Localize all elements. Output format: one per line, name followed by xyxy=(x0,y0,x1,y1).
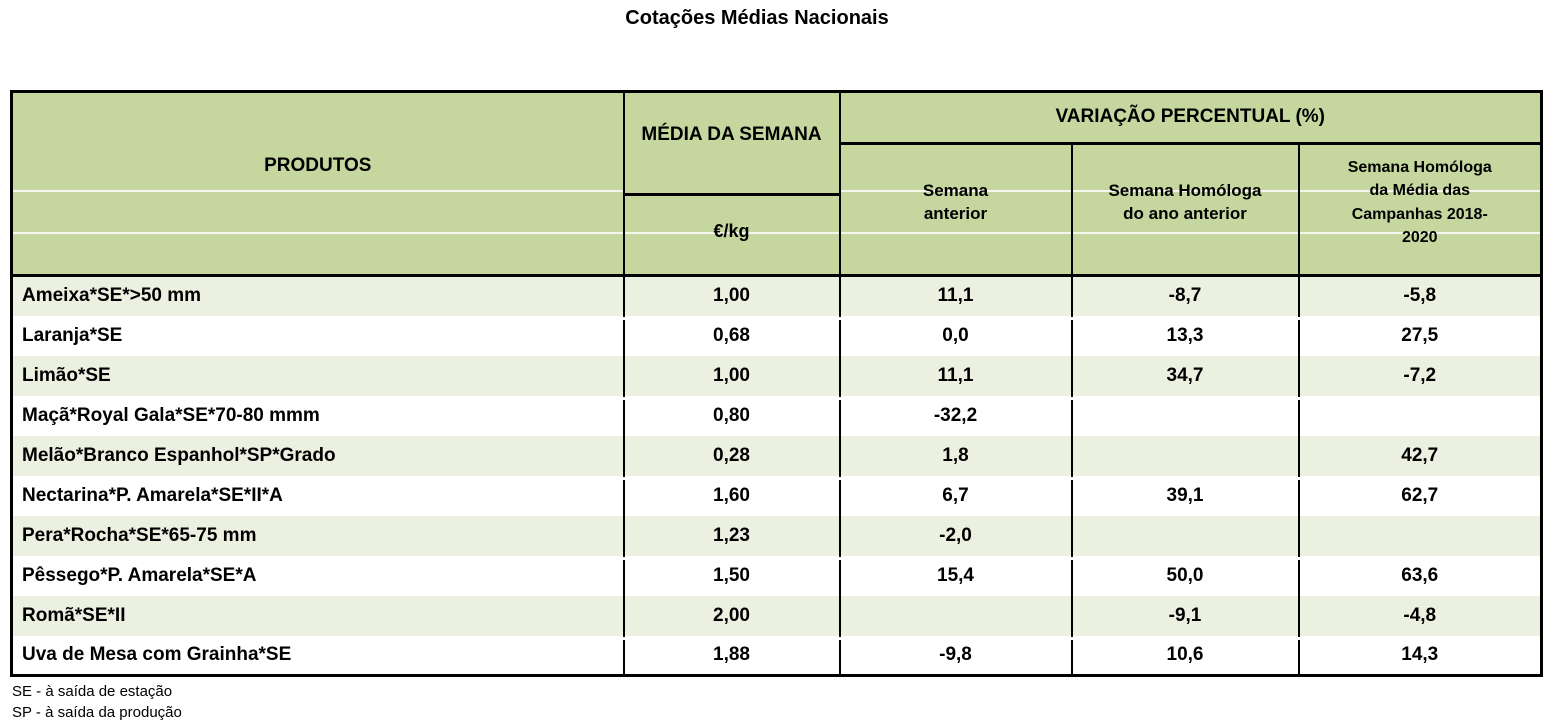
cell-homologa-campanhas: -5,8 xyxy=(1297,274,1542,316)
row-separator-line xyxy=(13,637,1537,640)
cell-homologa-ano: -9,1 xyxy=(1070,595,1299,636)
cell-media-semana: 1,60 xyxy=(622,475,840,516)
cell-homologa-campanhas: 42,7 xyxy=(1297,435,1542,476)
table-row: Pêssego*P. Amarela*SE*A 1,50 15,4 50,0 63,6 xyxy=(11,555,1542,596)
row-separator-line xyxy=(13,317,1537,320)
column-header-semana-homologa-ano-anterior: Semana Homóloga do ano anterior xyxy=(1070,143,1299,276)
cell-homologa-campanhas: 14,3 xyxy=(1297,635,1542,676)
cell-homologa-campanhas: 63,6 xyxy=(1297,555,1542,596)
column-header-semana-anterior: Semana anterior xyxy=(838,143,1072,276)
table-row: Uva de Mesa com Grainha*SE 1,88 -9,8 10,6 14… xyxy=(11,635,1542,676)
cell-semana-anterior xyxy=(838,595,1072,636)
cell-media-semana: 1,00 xyxy=(622,274,840,316)
cell-homologa-campanhas xyxy=(1297,395,1542,436)
cell-semana-anterior: 11,1 xyxy=(838,355,1072,396)
row-separator-line xyxy=(13,557,1537,560)
cell-produto: Melão*Branco Espanhol*SP*Grado xyxy=(11,435,624,476)
cell-semana-anterior: -32,2 xyxy=(838,395,1072,436)
cell-produto: Uva de Mesa com Grainha*SE xyxy=(11,635,624,676)
cell-semana-anterior: 0,0 xyxy=(838,315,1072,356)
cell-semana-anterior: 6,7 xyxy=(838,475,1072,516)
table-row: Nectarina*P. Amarela*SE*II*A 1,60 6,7 39,1 6… xyxy=(11,475,1542,516)
table-row: Limão*SE 1,00 11,1 34,7 -7,2 xyxy=(11,355,1542,396)
page-title: Cotações Médias Nacionais xyxy=(625,7,889,29)
quotations-table: PRODUTOS MÉDIA DA SEMANA VARIAÇÃO PERCEN… xyxy=(10,90,1544,677)
footnotes: SE - à saída de estação SP - à saída da … xyxy=(12,681,182,723)
cell-media-semana: 0,68 xyxy=(622,315,840,356)
cell-media-semana: 1,50 xyxy=(622,555,840,596)
column-header-semana-homologa-campanhas: Semana Homóloga da Média das Campanhas 2… xyxy=(1297,143,1542,276)
cell-semana-anterior: 1,8 xyxy=(838,435,1072,476)
cell-media-semana: 1,00 xyxy=(622,355,840,396)
cell-homologa-ano xyxy=(1070,395,1299,436)
cell-produto: Pêssego*P. Amarela*SE*A xyxy=(11,555,624,596)
cell-homologa-campanhas: -7,2 xyxy=(1297,355,1542,396)
row-separator-line xyxy=(13,477,1537,480)
footnote-sp: SP - à saída da produção xyxy=(12,704,182,721)
cell-homologa-campanhas: -4,8 xyxy=(1297,595,1542,636)
cell-semana-anterior: -9,8 xyxy=(838,635,1072,676)
row-separator-line xyxy=(13,397,1537,400)
cell-media-semana: 2,00 xyxy=(622,595,840,636)
cell-produto: Laranja*SE xyxy=(11,315,624,356)
cell-media-semana: 0,28 xyxy=(622,435,840,476)
cell-media-semana: 0,80 xyxy=(622,395,840,436)
cell-homologa-ano: 13,3 xyxy=(1070,315,1299,356)
table-row: Laranja*SE 0,68 0,0 13,3 27,5 xyxy=(11,315,1542,356)
cell-produto: Pera*Rocha*SE*65-75 mm xyxy=(11,515,624,556)
cell-homologa-ano xyxy=(1070,435,1299,476)
quotations-table-wrap: PRODUTOS MÉDIA DA SEMANA VARIAÇÃO PERCEN… xyxy=(10,90,1544,677)
table-row: Ameixa*SE*>50 mm 1,00 11,1 -8,7 -5,8 xyxy=(11,274,1542,316)
cell-homologa-campanhas xyxy=(1297,515,1542,556)
cell-semana-anterior: 11,1 xyxy=(838,274,1072,316)
column-header-media-da-semana: MÉDIA DA SEMANA xyxy=(622,91,840,196)
cell-produto: Ameixa*SE*>50 mm xyxy=(11,274,624,316)
column-header-unit-eur-kg: €/kg xyxy=(622,194,840,276)
cell-produto: Maçã*Royal Gala*SE*70-80 mmm xyxy=(11,395,624,436)
cell-produto: Nectarina*P. Amarela*SE*II*A xyxy=(11,475,624,516)
cell-produto: Romã*SE*II xyxy=(11,595,624,636)
cell-homologa-ano: 39,1 xyxy=(1070,475,1299,516)
cell-media-semana: 1,88 xyxy=(622,635,840,676)
cell-homologa-ano: 10,6 xyxy=(1070,635,1299,676)
cell-homologa-ano: -8,7 xyxy=(1070,274,1299,316)
table-row: Maçã*Royal Gala*SE*70-80 mmm 0,80 -32,2 xyxy=(11,395,1542,436)
cell-media-semana: 1,23 xyxy=(622,515,840,556)
cell-semana-anterior: 15,4 xyxy=(838,555,1072,596)
footnote-se: SE - à saída de estação xyxy=(12,683,173,700)
cell-semana-anterior: -2,0 xyxy=(838,515,1072,556)
table-body: Ameixa*SE*>50 mm 1,00 11,1 -8,7 -5,8 Laranja*… xyxy=(11,274,1542,676)
cell-produto: Limão*SE xyxy=(11,355,624,396)
table-row: Melão*Branco Espanhol*SP*Grado 0,28 1,8 42,… xyxy=(11,435,1542,476)
cell-homologa-ano: 50,0 xyxy=(1070,555,1299,596)
column-header-variacao-percentual: VARIAÇÃO PERCENTUAL (%) xyxy=(838,91,1542,145)
table-row: Pera*Rocha*SE*65-75 mm 1,23 -2,0 xyxy=(11,515,1542,556)
column-header-produtos: PRODUTOS xyxy=(11,91,624,276)
cell-homologa-campanhas: 27,5 xyxy=(1297,315,1542,356)
cell-homologa-campanhas: 62,7 xyxy=(1297,475,1542,516)
cell-homologa-ano xyxy=(1070,515,1299,556)
cell-homologa-ano: 34,7 xyxy=(1070,355,1299,396)
table-row: Romã*SE*II 2,00 -9,1 -4,8 xyxy=(11,595,1542,636)
